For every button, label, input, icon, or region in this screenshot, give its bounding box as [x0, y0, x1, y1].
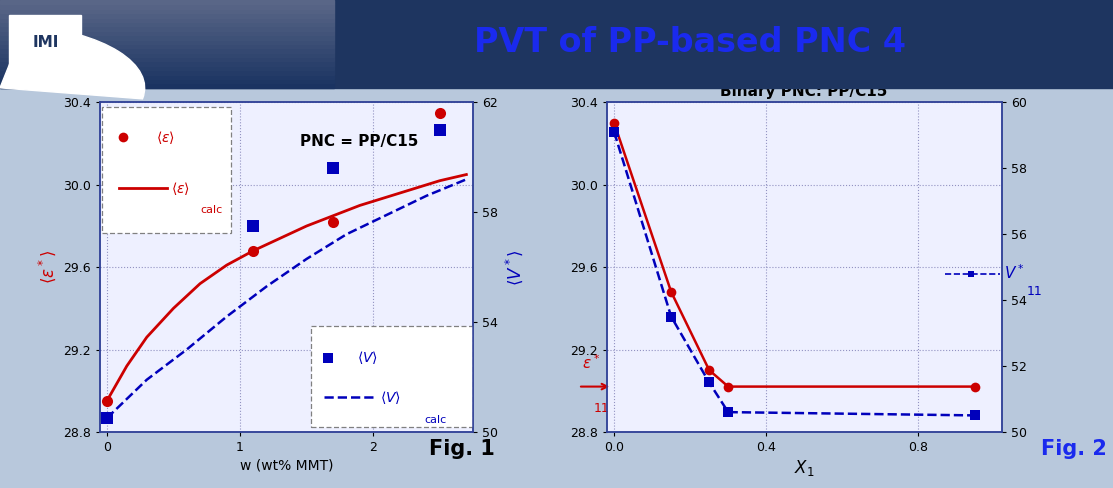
Text: IMI: IMI	[32, 36, 59, 50]
Text: calc: calc	[424, 415, 446, 426]
Title: Binary PNC: PP/C15: Binary PNC: PP/C15	[720, 83, 888, 99]
Text: 11: 11	[593, 403, 609, 415]
Text: Fig. 1: Fig. 1	[430, 439, 495, 459]
Text: $\langle V\rangle$: $\langle V\rangle$	[357, 349, 378, 366]
Y-axis label: $\langle V^*\rangle$: $\langle V^*\rangle$	[503, 249, 525, 285]
Y-axis label: $\langle\varepsilon^*\rangle$: $\langle\varepsilon^*\rangle$	[37, 250, 58, 284]
Text: $\langle V\rangle$: $\langle V\rangle$	[380, 389, 401, 406]
Text: PNC = PP/C15: PNC = PP/C15	[299, 134, 418, 149]
Text: $\varepsilon^*$: $\varepsilon^*$	[582, 353, 600, 372]
Text: $\langle\varepsilon\rangle$: $\langle\varepsilon\rangle$	[156, 128, 175, 145]
Text: calc: calc	[200, 204, 223, 215]
FancyBboxPatch shape	[102, 107, 230, 233]
Text: PVT of PP-based PNC 4: PVT of PP-based PNC 4	[474, 26, 906, 60]
X-axis label: w (wt% MMT): w (wt% MMT)	[239, 458, 334, 472]
Text: $\langle\varepsilon\rangle$: $\langle\varepsilon\rangle$	[171, 180, 190, 197]
Text: 11: 11	[1026, 285, 1042, 298]
Text: Fig. 2: Fig. 2	[1041, 439, 1106, 459]
X-axis label: $X_1$: $X_1$	[794, 458, 815, 478]
Text: $V^*$: $V^*$	[1004, 264, 1024, 282]
FancyBboxPatch shape	[311, 326, 473, 427]
Text: NRC·CNRC: NRC·CNRC	[18, 64, 73, 74]
